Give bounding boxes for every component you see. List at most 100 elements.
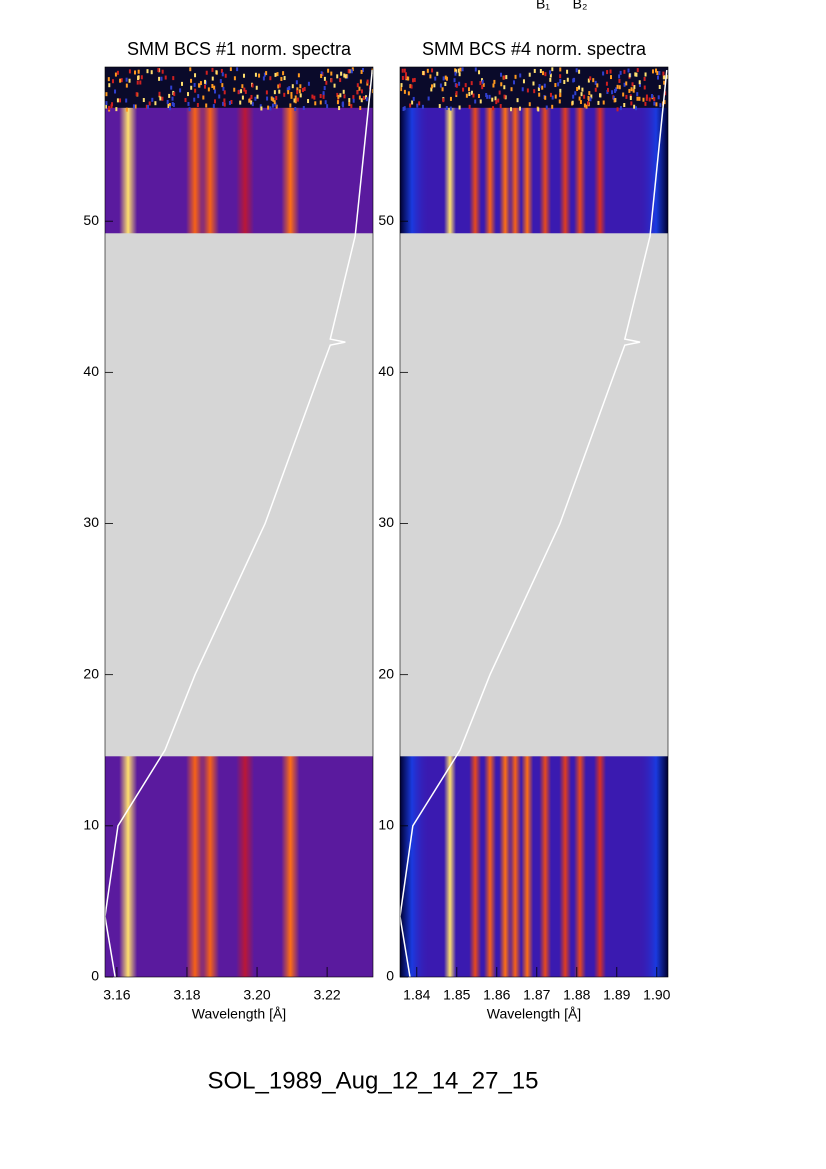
noise xyxy=(549,92,552,97)
noise xyxy=(586,101,589,106)
noise xyxy=(190,78,193,83)
noise xyxy=(114,72,117,77)
noise xyxy=(636,96,639,101)
noise xyxy=(503,75,506,80)
noise xyxy=(294,99,297,104)
x-axis-label: Wavelength [Å] xyxy=(487,1006,581,1022)
noise xyxy=(477,94,480,99)
noise xyxy=(250,94,253,99)
noise xyxy=(528,72,531,77)
noise xyxy=(516,98,519,103)
noise xyxy=(551,104,554,109)
noise xyxy=(114,89,117,94)
noise xyxy=(657,95,660,100)
noise xyxy=(554,94,557,99)
noise xyxy=(107,77,110,82)
noise xyxy=(589,76,592,81)
noise xyxy=(454,71,457,76)
noise xyxy=(400,83,403,88)
noise xyxy=(296,90,299,95)
noise xyxy=(319,94,322,99)
noise xyxy=(254,72,257,77)
x-tick-label: 3.16 xyxy=(103,987,130,1003)
noise xyxy=(636,92,639,97)
noise xyxy=(336,92,339,97)
noise xyxy=(629,95,632,100)
noise xyxy=(150,70,153,75)
noise xyxy=(554,83,557,88)
noise xyxy=(427,96,430,101)
noise xyxy=(211,83,214,88)
noise xyxy=(366,79,369,84)
noise xyxy=(136,80,139,85)
noise xyxy=(323,76,326,81)
noise xyxy=(196,103,199,108)
noise xyxy=(572,94,575,99)
noise xyxy=(214,89,217,94)
noise xyxy=(467,87,470,92)
y-tick-label: 30 xyxy=(378,514,394,530)
noise xyxy=(350,69,353,74)
noise xyxy=(416,103,419,108)
noise xyxy=(403,106,406,111)
noise xyxy=(287,90,290,95)
noise xyxy=(365,97,368,102)
noise xyxy=(278,89,281,94)
noise xyxy=(311,94,314,99)
noise xyxy=(303,86,306,91)
noise xyxy=(205,70,208,75)
noise xyxy=(510,107,513,112)
noise xyxy=(559,79,562,84)
noise xyxy=(407,91,410,96)
noise xyxy=(619,70,622,75)
noise xyxy=(147,104,150,109)
noise xyxy=(243,87,246,92)
noise xyxy=(644,72,647,77)
noise xyxy=(270,96,273,101)
noise xyxy=(366,81,369,86)
noise xyxy=(296,97,299,102)
noise xyxy=(497,98,500,103)
noise xyxy=(612,95,615,100)
noise xyxy=(219,79,222,84)
noise xyxy=(544,95,547,100)
noise xyxy=(221,83,224,88)
noise xyxy=(578,85,581,90)
noise xyxy=(244,89,247,94)
noise xyxy=(359,79,362,84)
noise xyxy=(599,93,602,98)
noise xyxy=(120,78,123,83)
noise xyxy=(481,79,484,84)
noise xyxy=(458,72,461,77)
noise xyxy=(663,80,666,85)
y-tick-label: 20 xyxy=(378,665,394,681)
noise xyxy=(116,70,119,75)
noise xyxy=(295,80,298,85)
light-curve xyxy=(105,69,373,977)
noise xyxy=(167,103,170,108)
noise xyxy=(655,102,658,107)
noise xyxy=(559,74,562,79)
noise xyxy=(265,71,268,76)
noise xyxy=(184,98,187,103)
noise xyxy=(327,68,330,73)
noise xyxy=(193,97,196,102)
noise xyxy=(214,99,217,104)
noise xyxy=(479,81,482,86)
noise xyxy=(297,73,300,78)
noise xyxy=(314,101,317,106)
noise xyxy=(255,85,258,90)
noise xyxy=(116,98,119,103)
noise xyxy=(242,73,245,78)
plot-area xyxy=(400,67,668,977)
noise xyxy=(168,103,171,108)
noise xyxy=(286,87,289,92)
noise xyxy=(404,75,407,80)
noise xyxy=(348,102,351,107)
light-curve xyxy=(400,69,668,977)
noise xyxy=(644,101,647,106)
y-tick-label: 0 xyxy=(386,968,394,984)
panel-title: SMM BCS #1 norm. spectra xyxy=(127,39,352,59)
y-tick-label: 20 xyxy=(83,665,99,681)
noise xyxy=(145,104,148,109)
